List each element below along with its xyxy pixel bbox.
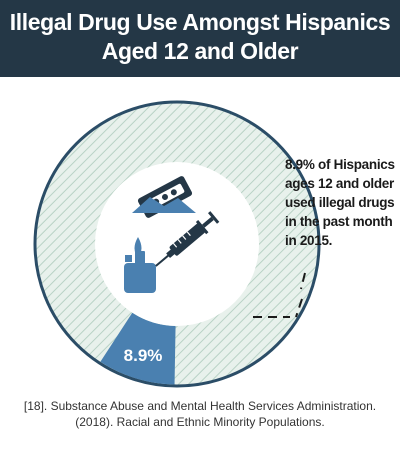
callout-leader-line bbox=[253, 272, 306, 318]
callout-text: 8.9% of Hispanics ages 12 and older used… bbox=[285, 157, 395, 248]
data-label: 8.9% bbox=[124, 346, 163, 365]
syringe-icon bbox=[155, 211, 220, 267]
highlight-slice bbox=[100, 312, 176, 385]
title-line-1: Illegal Drug Use Amongst Hispanics bbox=[9, 9, 391, 35]
lighter-icon bbox=[124, 237, 156, 293]
chart-title: Illegal Drug Use Amongst Hispanics Aged … bbox=[0, 0, 400, 77]
powder-pile-icon bbox=[132, 197, 196, 213]
donut-chart: 8.9% bbox=[33, 100, 321, 388]
source-citation: [18]. Substance Abuse and Mental Health … bbox=[0, 398, 400, 430]
title-line-2: Aged 12 and Older bbox=[101, 38, 299, 64]
source-line-1: [18]. Substance Abuse and Mental Health … bbox=[23, 399, 377, 413]
source-line-2: (2018). Racial and Ethnic Minority Popul… bbox=[75, 415, 325, 429]
